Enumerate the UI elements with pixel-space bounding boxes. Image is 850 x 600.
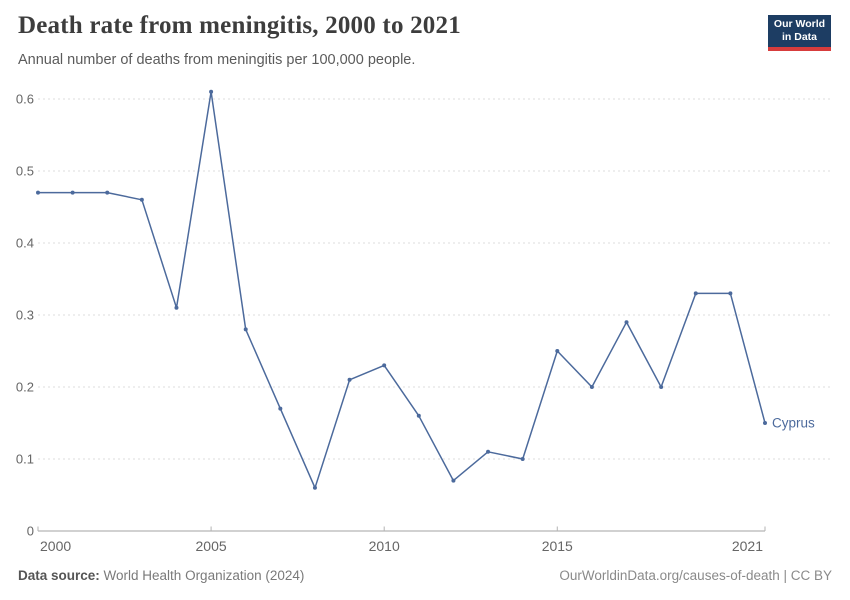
data-point[interactable] (416, 413, 421, 418)
data-point[interactable] (555, 349, 560, 353)
credit-link[interactable]: OurWorldinData.org/causes-of-death | CC … (559, 568, 832, 583)
data-point[interactable] (36, 190, 40, 195)
chart-subtitle: Annual number of deaths from meningitis … (18, 52, 416, 68)
owid-logo[interactable]: Our World in Data (768, 15, 831, 51)
y-tick-label: 0 (27, 524, 34, 539)
data-point[interactable] (278, 406, 283, 411)
data-point[interactable] (105, 190, 110, 195)
data-point[interactable] (451, 478, 456, 483)
y-tick-label: 0.3 (16, 308, 34, 323)
x-tick-label: 2005 (196, 538, 227, 554)
x-tick-label: 2021 (732, 538, 763, 554)
data-source: Data source: World Health Organization (… (18, 568, 304, 583)
owid-logo-box: Our World in Data (768, 15, 831, 47)
data-point[interactable] (243, 327, 248, 332)
data-point[interactable] (70, 190, 75, 195)
data-point[interactable] (312, 485, 317, 490)
series-line[interactable] (37, 91, 766, 489)
data-point[interactable] (624, 320, 629, 325)
data-point[interactable] (659, 385, 664, 389)
data-point[interactable] (728, 291, 733, 296)
x-tick-label: 2010 (369, 538, 400, 554)
data-point[interactable] (209, 89, 214, 94)
data-source-label: Data source: (18, 568, 100, 583)
data-point[interactable] (693, 291, 698, 296)
data-point[interactable] (589, 385, 594, 389)
y-tick-label: 0.6 (16, 92, 34, 107)
x-tick-label: 2015 (542, 538, 573, 554)
owid-logo-red-bar (768, 47, 831, 51)
data-point[interactable] (486, 449, 491, 454)
data-point[interactable] (763, 421, 767, 425)
y-tick-label: 0.5 (16, 164, 34, 179)
data-point[interactable] (347, 377, 352, 382)
owid-logo-line2: in Data (781, 31, 817, 43)
data-point[interactable] (139, 197, 144, 202)
series-end-label[interactable]: Cyprus (772, 416, 815, 431)
data-point[interactable] (174, 305, 179, 310)
y-tick-label: 0.4 (16, 236, 34, 251)
data-source-value: World Health Organization (2024) (99, 568, 305, 583)
page-title: Death rate from meningitis, 2000 to 2021 (18, 12, 461, 39)
data-point[interactable] (520, 457, 525, 461)
data-point[interactable] (382, 363, 387, 368)
x-tick-label: 2000 (40, 538, 71, 554)
owid-logo-line1: Our World (773, 18, 826, 30)
y-tick-label: 0.1 (16, 452, 34, 467)
chart-footer: Data source: World Health Organization (… (18, 568, 832, 583)
y-tick-label: 0.2 (16, 380, 34, 395)
